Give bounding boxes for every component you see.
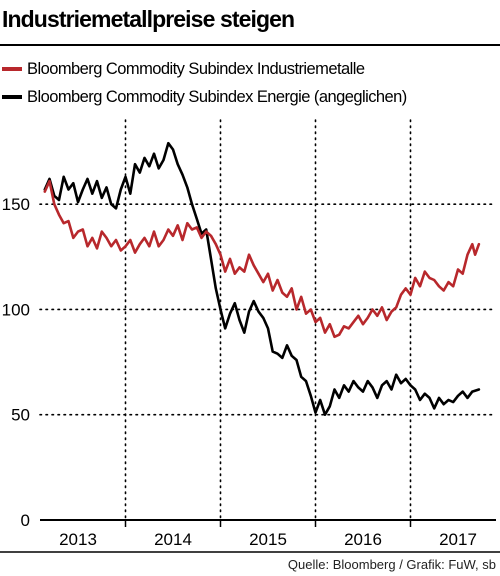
x-tick-label-2017: 2017 bbox=[439, 530, 477, 549]
y-tick-label-100: 100 bbox=[2, 300, 30, 319]
legend-item-industriemetalle: Bloomberg Commodity Subindex Industrieme… bbox=[2, 55, 407, 83]
x-tick-label-2013: 2013 bbox=[59, 530, 97, 549]
legend-swatch-industriemetalle bbox=[2, 67, 22, 71]
legend-swatch-energie bbox=[2, 95, 22, 99]
legend: Bloomberg Commodity Subindex Industrieme… bbox=[2, 55, 407, 111]
title-rule bbox=[0, 44, 500, 46]
legend-item-energie: Bloomberg Commodity Subindex Energie (an… bbox=[2, 83, 407, 111]
chart-title: Industriemetallpreise steigen bbox=[2, 6, 295, 32]
source-note: Quelle: Bloomberg / Grafik: FuW, sb bbox=[287, 557, 496, 572]
y-tick-label-150: 150 bbox=[2, 195, 30, 214]
series-line-industriemetalle bbox=[43, 179, 481, 339]
y-tick-label-0: 0 bbox=[21, 511, 30, 530]
x-tick-label-2014: 2014 bbox=[154, 530, 192, 549]
legend-label-industriemetalle: Bloomberg Commodity Subindex Industrieme… bbox=[27, 59, 365, 78]
x-tick-label-2015: 2015 bbox=[249, 530, 287, 549]
series-line-energie bbox=[43, 141, 481, 416]
y-tick-label-50: 50 bbox=[11, 406, 30, 425]
x-tick-label-2016: 2016 bbox=[344, 530, 382, 549]
legend-label-energie: Bloomberg Commodity Subindex Energie (an… bbox=[27, 87, 407, 106]
